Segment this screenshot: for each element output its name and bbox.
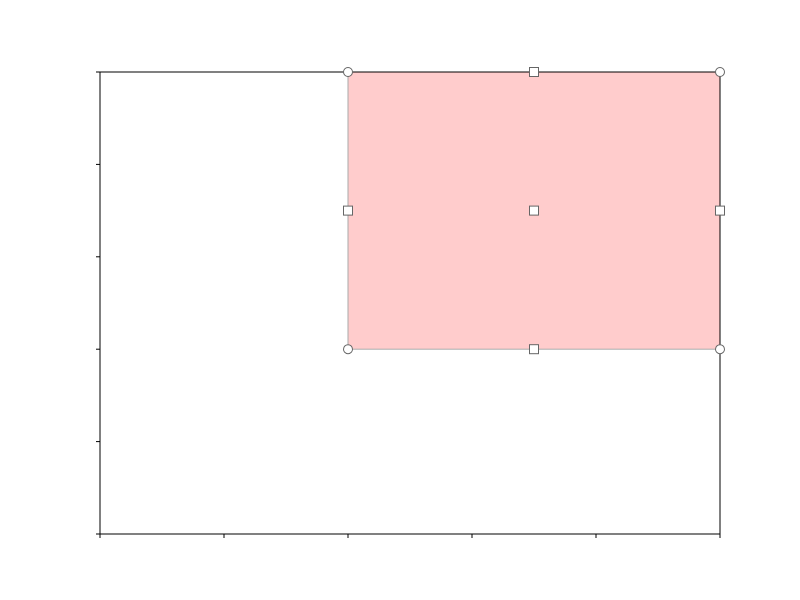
edge-handle[interactable] [343,205,353,216]
edge-handle[interactable] [715,205,725,216]
corner-handle[interactable] [715,67,725,77]
handle-layer [343,67,725,355]
axes-layer [96,71,721,538]
corner-handle[interactable] [343,344,353,355]
edge-handle[interactable] [529,344,539,355]
center-handle[interactable] [529,205,539,216]
corner-handle[interactable] [343,67,353,77]
corner-handle[interactable] [715,344,725,355]
edge-handle[interactable] [529,67,539,77]
